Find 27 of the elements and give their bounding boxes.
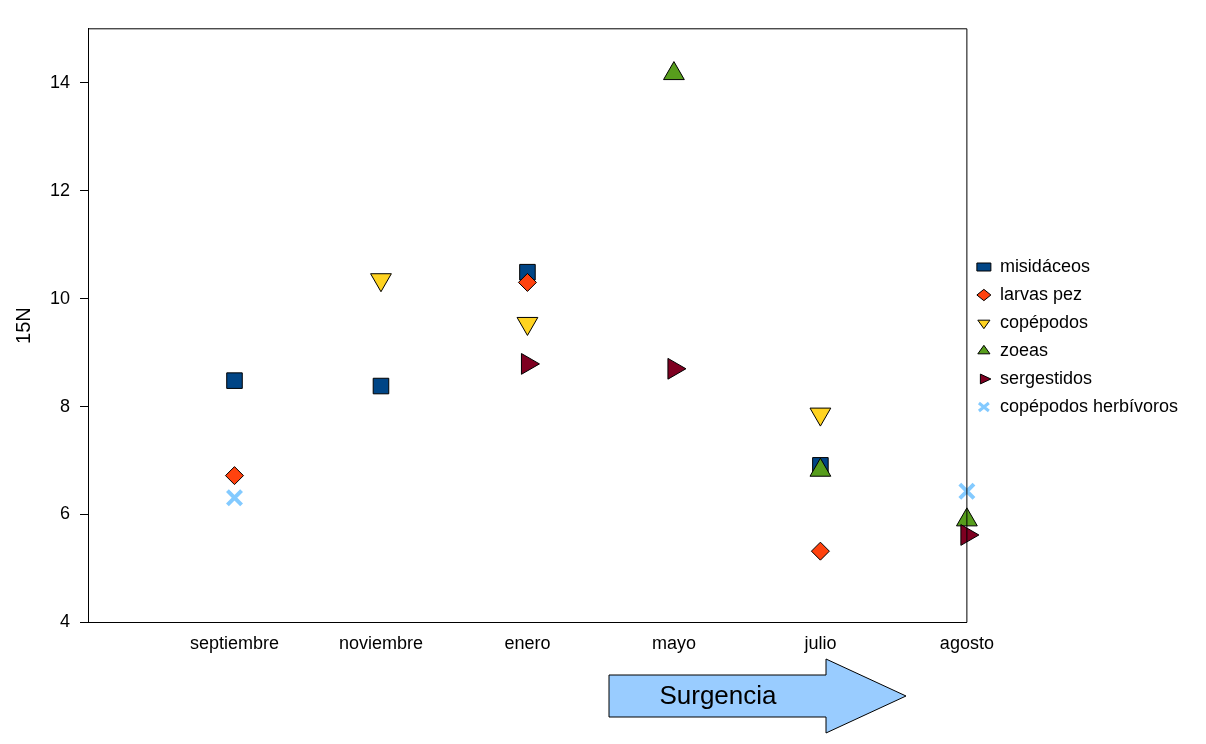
point [810,541,830,561]
y-tick-label: 12 [49,179,71,200]
y-tick-label: 14 [49,71,71,92]
x-tick-label: agosto [939,633,994,654]
y-axis-title: 15N [11,307,34,344]
point [517,272,537,292]
y-tick-label: 10 [49,287,71,308]
x-tick-label: enero [504,633,551,654]
x-tick-label: julio [803,633,837,654]
x-tick-label: noviembre [338,633,423,654]
x-tick-label: septiembre [189,633,280,654]
text: Surgencia [658,680,778,711]
legend-label: copépodos herbívoros [999,395,1179,416]
point [226,372,243,389]
legend-label: larvas pez [999,283,1082,304]
legend-label: sergestidos [999,367,1092,388]
point [957,482,976,501]
point [225,488,244,507]
point [225,466,244,486]
y-tick-label: 8 [60,395,71,416]
legend-label: zoeas [999,339,1048,360]
legend-label: misidáceos [999,255,1090,276]
y-tick-label: 6 [60,503,71,524]
x-tick-label: mayo [651,633,696,654]
y-tick-label: 4 [60,611,71,632]
legend-label: copépodos [999,311,1088,332]
point [372,377,390,395]
